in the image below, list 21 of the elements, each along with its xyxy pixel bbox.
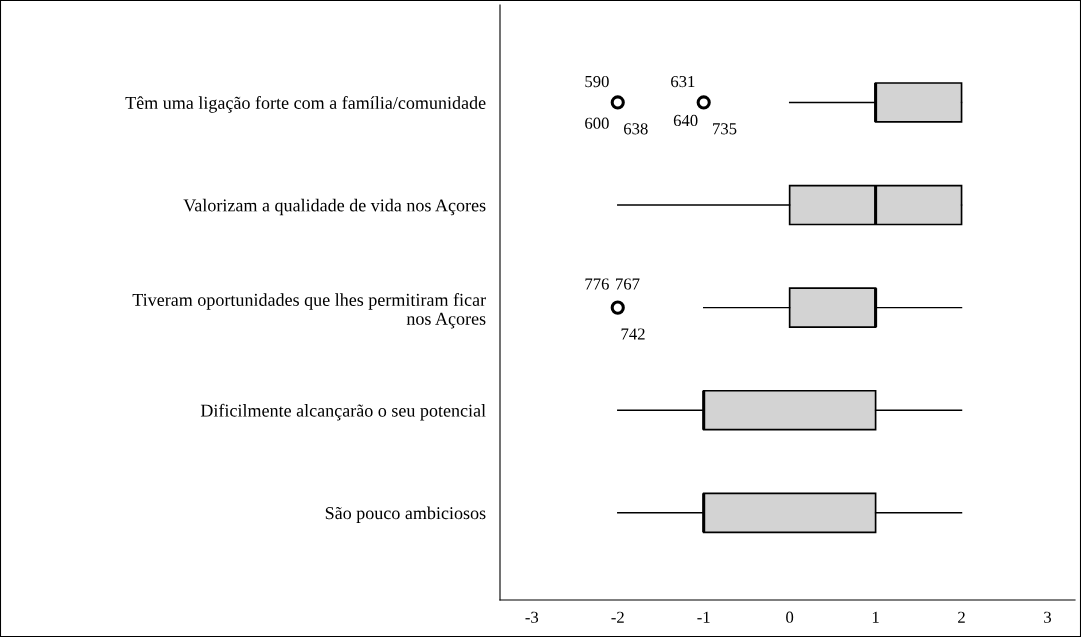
annotation: 742 — [621, 328, 645, 340]
y-tick-label: Valorizam a qualidade de vida nos Açores — [183, 198, 486, 216]
x-tick-label: 0 — [786, 611, 794, 623]
annotation: 767 — [616, 278, 640, 290]
x-tick-label: 1 — [872, 611, 879, 623]
annotation: 631 — [671, 75, 695, 88]
x-tick-label: -1 — [697, 611, 710, 623]
annotation: 735 — [713, 123, 737, 135]
x-tick-label: -3 — [525, 611, 539, 623]
annotation: 640 — [673, 114, 698, 127]
annotation: 600 — [585, 117, 609, 129]
annotation: 590 — [585, 75, 609, 88]
y-tick-label: Tiveram oportunidades que lhes permitiram ficar nos Açores — [132, 293, 486, 329]
annotation: 638 — [624, 123, 648, 135]
x-tick-label: -2 — [611, 611, 624, 623]
x-tick-label: 3 — [1044, 611, 1052, 623]
y-tick-label: Dificilmente alcançarão o seu potencial — [200, 403, 486, 421]
x-tick-label: 2 — [958, 611, 965, 623]
annotation: 776 — [585, 278, 609, 290]
y-tick-label: Têm uma ligação forte com a família/comunidade — [125, 96, 486, 113]
y-tick-label: São pouco ambiciosos — [325, 506, 486, 523]
